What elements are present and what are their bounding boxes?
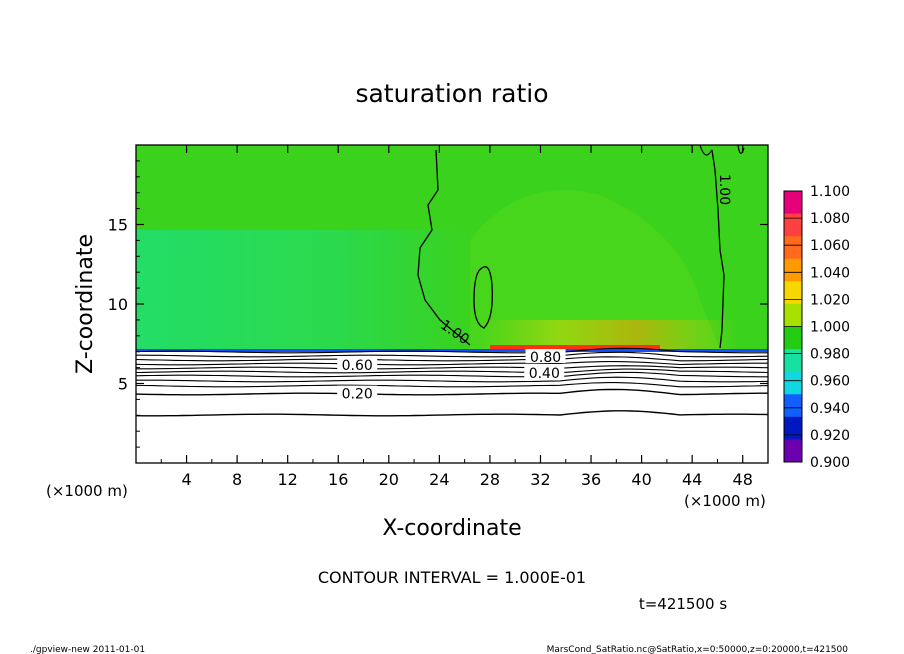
contour-label-group: 1.00 [716, 174, 732, 205]
contour-label: 0.80 [530, 350, 561, 366]
contour-label-bg [525, 349, 566, 364]
x-tick-label: 48 [733, 470, 753, 489]
x-tick-label: 12 [278, 470, 298, 489]
contour-label-bg [337, 385, 378, 400]
footer-right: MarsCond_SatRatio.nc@SatRatio,x=0:50000,… [547, 645, 849, 654]
contour-label-group: 0.80 [525, 349, 566, 366]
colorbar-label: 0.900 [810, 455, 850, 471]
x-tick-label: 40 [631, 470, 651, 489]
field-left-moist-region [136, 230, 476, 350]
contour-1.00-topright [699, 145, 745, 156]
contour-label-bg [524, 364, 565, 379]
colorbar-swatch [784, 281, 802, 305]
y-axis: 5 10 15 [108, 160, 768, 448]
x-tick-label: 24 [429, 470, 449, 489]
contour-label-group: 0.40 [524, 364, 565, 382]
contour-line [136, 368, 768, 374]
contour-line [136, 351, 768, 358]
colorbar-swatch [784, 371, 802, 395]
y-tick-label: 5 [118, 375, 128, 394]
contour-line [136, 410, 768, 417]
colorbar-label: 0.980 [810, 347, 850, 363]
y-tick-label: 15 [108, 216, 128, 235]
y-tick-label: 10 [108, 295, 128, 314]
colorbar-label: 0.920 [810, 428, 850, 444]
x-axis-label: X-coordinate [382, 516, 521, 541]
colorbar-swatch [784, 416, 802, 440]
x-tick-label: 16 [328, 470, 348, 489]
colorbar-swatch [784, 394, 802, 418]
contour-lines-lower [136, 347, 768, 417]
x-tick-label: 36 [581, 470, 601, 489]
contour-label: 0.20 [342, 387, 373, 403]
colorbar-swatch [784, 439, 802, 463]
contour-1.00-left [417, 149, 471, 346]
x-tick-label: 4 [181, 470, 191, 489]
contour-label: 1.00 [716, 174, 732, 205]
contour-1.00-right [711, 149, 725, 349]
colorbar-label: 1.040 [810, 265, 850, 281]
contour-line [136, 376, 768, 383]
field-surface-peak [490, 345, 660, 350]
contour-1.00-closed [473, 266, 493, 329]
colorbar-label: 1.000 [810, 320, 850, 336]
contour-line [136, 382, 768, 388]
colorbar-label: 1.100 [810, 184, 850, 200]
colorbar-swatch [784, 349, 802, 373]
x-tick-label: 32 [530, 470, 550, 489]
colorbar-swatch [784, 191, 802, 215]
colorbar-label: 1.020 [810, 292, 850, 308]
time-label: t=421500 s [639, 595, 727, 613]
x-unit-left: (×1000 m) [46, 482, 128, 500]
contour-label-group: 0.20 [337, 385, 378, 403]
contour-line [136, 356, 768, 362]
contour-line [136, 388, 768, 396]
contour-line [136, 365, 768, 370]
contour-line [136, 371, 768, 378]
contour-label: 0.60 [342, 358, 373, 374]
contour-label: 0.40 [529, 366, 560, 382]
footer-left: ./gpview-new 2011-01-01 [30, 645, 145, 654]
colorbar-swatch [784, 258, 802, 282]
colorbar-label: 1.060 [810, 238, 850, 254]
chart-title: saturation ratio [355, 79, 548, 108]
plot-area [136, 145, 768, 463]
field-mid-region [470, 190, 720, 350]
x-tick-label: 8 [232, 470, 242, 489]
x-unit-right: (×1000 m) [684, 492, 766, 510]
colorbar-swatch [784, 213, 802, 237]
contour-line [136, 361, 768, 366]
x-tick-label: 20 [379, 470, 399, 489]
contour-label-bg [337, 357, 378, 372]
colorbar: 1.100 1.080 1.060 1.040 1.020 1.000 0.980 0.960… [783, 184, 850, 471]
colorbar-label: 1.080 [810, 211, 850, 227]
contour-label-group: 0.60 [337, 357, 378, 374]
x-axis: 4 8 12 16 20 24 28 32 36 40 44 48 [160, 145, 753, 489]
contour-interval-text: CONTOUR INTERVAL = 1.000E-01 [318, 568, 586, 587]
colorbar-swatch [784, 303, 802, 327]
field-subsaturated-layer [136, 352, 768, 463]
colorbar-label: 0.940 [810, 401, 850, 417]
contour-line [136, 347, 768, 354]
colorbar-swatch [784, 236, 802, 260]
x-tick-label: 44 [682, 470, 702, 489]
x-tick-label: 28 [480, 470, 500, 489]
y-axis-label: Z-coordinate [73, 234, 98, 374]
colorbar-label: 0.960 [810, 374, 850, 390]
colorbar-swatch [784, 326, 802, 350]
field-blue-edge [136, 349, 768, 352]
